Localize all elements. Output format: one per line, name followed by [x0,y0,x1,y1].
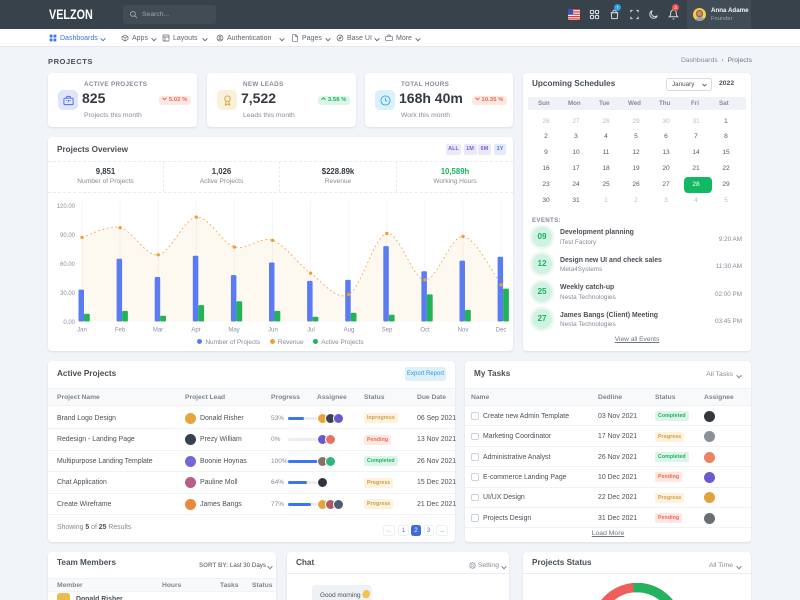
svg-text:Dec: Dec [496,328,507,334]
svg-text:90.00: 90.00 [60,233,76,239]
svg-text:60.00: 60.00 [60,262,76,268]
svg-text:Jun: Jun [268,328,278,334]
svg-text:Aug: Aug [344,328,355,334]
svg-text:Nov: Nov [458,328,469,334]
svg-text:Oct: Oct [420,328,430,334]
svg-text:May: May [228,328,239,334]
svg-text:0.00: 0.00 [63,320,75,326]
svg-text:120.00: 120.00 [57,204,76,210]
svg-text:Apr: Apr [191,328,200,334]
svg-text:Jul: Jul [307,328,315,334]
svg-text:Feb: Feb [115,328,126,334]
svg-text:Jan: Jan [77,328,87,334]
svg-text:Mar: Mar [153,328,163,334]
svg-text:30.00: 30.00 [60,291,76,297]
svg-text:Sep: Sep [382,328,393,334]
